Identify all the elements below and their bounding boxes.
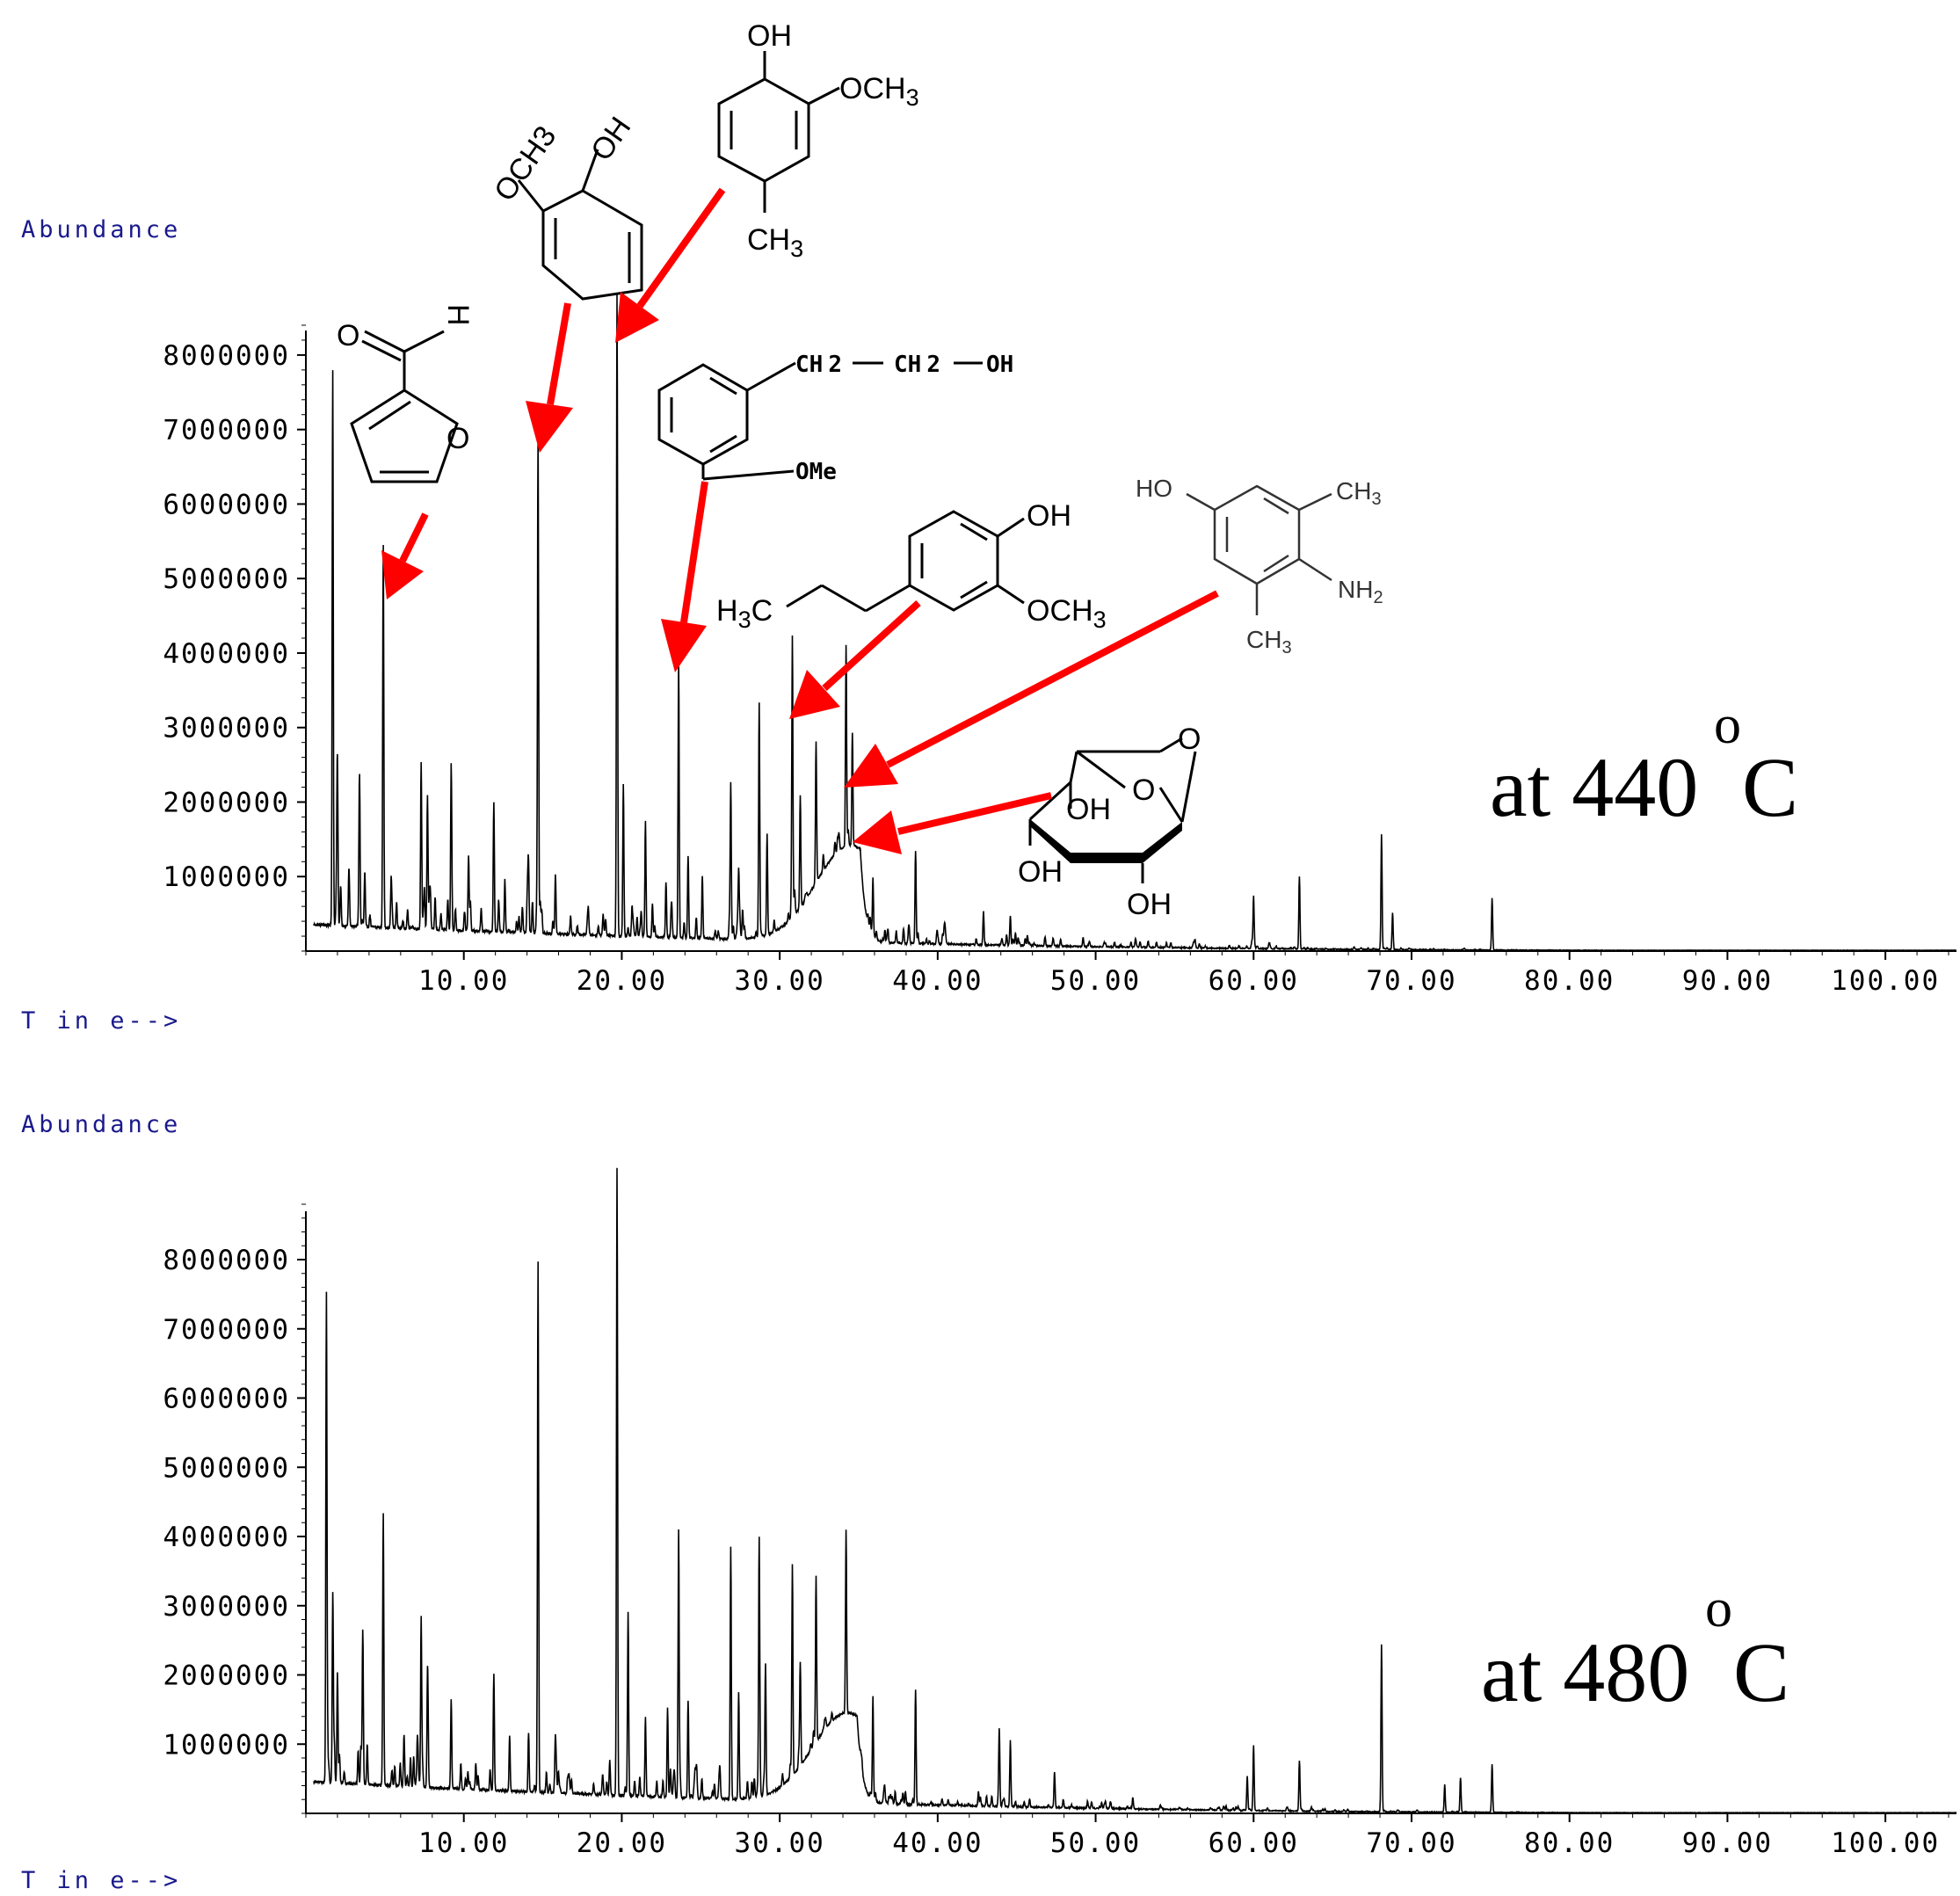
- hydroxyl-label: HO: [1136, 475, 1172, 502]
- x-tick-label: 40.00: [892, 1827, 983, 1859]
- methyl-label: H3C: [716, 594, 773, 633]
- y-tick-label: 7000000: [163, 1314, 290, 1346]
- methylene-1: CH 2: [795, 352, 842, 378]
- x-axis-title: T in e-->: [21, 1867, 181, 1894]
- x-tick-label: 30.00: [734, 1827, 824, 1859]
- y-axis-title: Abundance: [21, 216, 181, 243]
- x-tick-label: 90.00: [1682, 1827, 1773, 1859]
- methoxy-label: OCH3: [488, 120, 563, 207]
- x-tick-label: 10.00: [418, 1827, 509, 1859]
- y-ticks: 1000000 2000000 3000000 4000000 5000000 60000…: [163, 324, 306, 952]
- x-tick-label: 100.00: [1831, 1827, 1940, 1859]
- x-tick-label: 20.00: [577, 965, 667, 997]
- hydroxyl-left: OH: [1018, 855, 1063, 889]
- x-tick-label: 60.00: [1209, 965, 1299, 997]
- y-tick-label: 1000000: [163, 1729, 290, 1761]
- y-tick-label: 8000000: [163, 340, 290, 372]
- arrow-propylguaiacol: [789, 600, 921, 719]
- methoxyphenylethanol-structure: CH 2 CH 2 OH OMe: [657, 352, 1013, 485]
- levoglucosan-structure: O O OH OH OH: [1018, 723, 1201, 921]
- x-tick-label: 70.00: [1366, 965, 1456, 997]
- hydroxyl-label: OH: [1027, 499, 1071, 533]
- y-tick-label: 4000000: [163, 1522, 290, 1553]
- y-tick-label: 8000000: [163, 1245, 290, 1276]
- x-tick-label: 20.00: [577, 1827, 667, 1859]
- furfural-structure: O O H: [337, 304, 475, 483]
- degree-symbol: o: [1714, 695, 1741, 755]
- y-tick-label: 3000000: [163, 1591, 290, 1623]
- x-tick-label: 50.00: [1050, 965, 1141, 997]
- methyl-label: CH3: [747, 223, 803, 262]
- hydroxyl-upper: OH: [1066, 793, 1111, 826]
- arrow-levoglucosan: [853, 792, 1052, 854]
- methyl-bottom: CH3: [1246, 626, 1292, 657]
- x-tick-label: 60.00: [1209, 1827, 1299, 1859]
- y-tick-label: 6000000: [163, 489, 290, 520]
- x-tick-label: 80.00: [1524, 965, 1615, 997]
- aminodimethylphenol-structure: HO CH3 NH2 CH3: [1136, 475, 1383, 657]
- ring-oxygen: O: [446, 422, 469, 455]
- methylene-2: CH 2: [894, 352, 940, 378]
- bridge-oxygen: O: [1178, 723, 1201, 756]
- x-tick-label: 50.00: [1050, 1827, 1141, 1859]
- amino-label: NH2: [1338, 576, 1383, 607]
- hydroxyl-label: OH: [747, 19, 792, 53]
- temperature-label: at 480 o C: [1481, 1579, 1789, 1719]
- arrow-creosol: [615, 187, 726, 343]
- x-tick-label: 90.00: [1682, 965, 1773, 997]
- creosol-structure: OH OCH3 CH3: [717, 19, 919, 262]
- x-tick-label: 10.00: [418, 965, 509, 997]
- x-ticks: 10.00 20.00 30.00 40.00 50.00 60.00 70.00 80.00…: [305, 951, 1949, 997]
- temperature-label: at 440 o C: [1490, 695, 1798, 834]
- degree-symbol: o: [1705, 1579, 1732, 1638]
- chromatogram-panel-480: Abundance T in e--> 1000000 2000000 300000…: [21, 1111, 1957, 1894]
- y-tick-label: 5000000: [163, 563, 290, 595]
- guaiacol-structure: OH OCH3: [488, 111, 643, 301]
- y-tick-label: 6000000: [163, 1384, 290, 1415]
- arrow-methoxyphenylethanol: [661, 481, 708, 672]
- methoxy-label: OCH3: [839, 72, 919, 111]
- arrow-aminodimethylphenol: [844, 590, 1219, 788]
- temp-unit: C: [1742, 740, 1798, 834]
- methyl-top: CH3: [1336, 477, 1382, 509]
- y-tick-label: 4000000: [163, 638, 290, 670]
- arrow-furfural: [381, 512, 429, 599]
- hydroxyl-bottom: OH: [1127, 888, 1172, 921]
- ring-oxygen: O: [1132, 774, 1155, 807]
- x-tick-label: 70.00: [1366, 1827, 1456, 1859]
- y-tick-label: 1000000: [163, 861, 290, 893]
- chromatogram-trace: [313, 294, 1956, 952]
- methoxy-label: OMe: [795, 459, 837, 485]
- hydroxyl-label: OH: [986, 352, 1013, 378]
- temp-unit: C: [1733, 1625, 1789, 1719]
- y-ticks: 1000000 2000000 3000000 4000000 5000000 60000…: [163, 1203, 306, 1814]
- y-tick-label: 7000000: [163, 415, 290, 447]
- arrow-guaiacol: [526, 302, 573, 453]
- temp-value: at 480: [1481, 1625, 1689, 1719]
- aldehyde-hydrogen: H: [441, 304, 475, 326]
- methoxy-label: OCH3: [1027, 594, 1107, 633]
- chromatogram-panel-440: Abundance T in e--> 1000000 2000000 300000…: [21, 216, 1956, 1035]
- y-tick-label: 3000000: [163, 713, 290, 745]
- annotation-arrows: [381, 187, 1219, 854]
- x-tick-label: 30.00: [734, 965, 824, 997]
- hydroxyl-label: OH: [584, 111, 637, 167]
- x-tick-label: 100.00: [1831, 965, 1940, 997]
- x-ticks: 10.00 20.00 30.00 40.00 50.00 60.00 70.00 80.00…: [305, 1813, 1949, 1859]
- x-tick-label: 40.00: [892, 965, 983, 997]
- chromatogram-trace: [313, 1167, 1957, 1814]
- y-tick-label: 2000000: [163, 787, 290, 818]
- carbonyl-oxygen: O: [337, 319, 359, 352]
- x-tick-label: 80.00: [1524, 1827, 1615, 1859]
- y-axis-title: Abundance: [21, 1111, 181, 1138]
- temp-value: at 440: [1490, 740, 1698, 834]
- y-tick-label: 2000000: [163, 1660, 290, 1692]
- y-tick-label: 5000000: [163, 1452, 290, 1484]
- x-axis-title: T in e-->: [21, 1007, 181, 1035]
- propylguaiacol-structure: OH H3C OCH3: [716, 499, 1107, 633]
